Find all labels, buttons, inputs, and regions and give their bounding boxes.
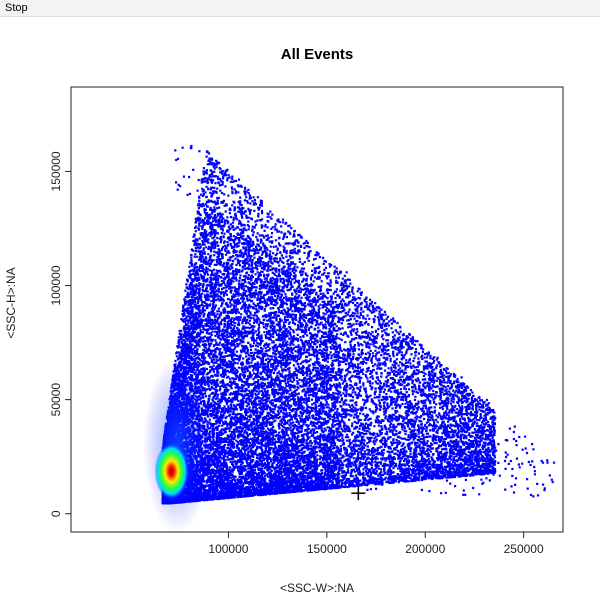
y-axis-label: <SSC-H>:NA (4, 267, 18, 338)
toolbar: Stop (0, 0, 600, 17)
x-tick-label: 150000 (307, 542, 347, 556)
stop-button[interactable]: Stop (5, 2, 28, 14)
data-points (161, 144, 556, 505)
crosshair-cursor-icon (351, 486, 366, 501)
scatter-chart: All Events 100000 150000 200000 250000 0 500… (4, 46, 564, 595)
y-tick-label: 100000 (49, 265, 63, 305)
chart-title: All Events (281, 46, 354, 63)
y-tick-label: 50000 (49, 383, 63, 417)
y-tick-label: 0 (49, 510, 63, 517)
x-axis: 100000 150000 200000 250000 (208, 532, 544, 556)
x-axis-label: <SSC-W>:NA (280, 581, 354, 595)
y-tick-label: 150000 (49, 151, 63, 191)
x-tick-label: 200000 (405, 542, 445, 556)
density-peak (154, 443, 189, 500)
x-tick-label: 100000 (208, 542, 248, 556)
y-axis: 0 50000 100000 150000 (49, 151, 71, 517)
density-core (143, 357, 212, 532)
scatter-points (161, 144, 556, 505)
x-tick-label: 250000 (504, 542, 544, 556)
